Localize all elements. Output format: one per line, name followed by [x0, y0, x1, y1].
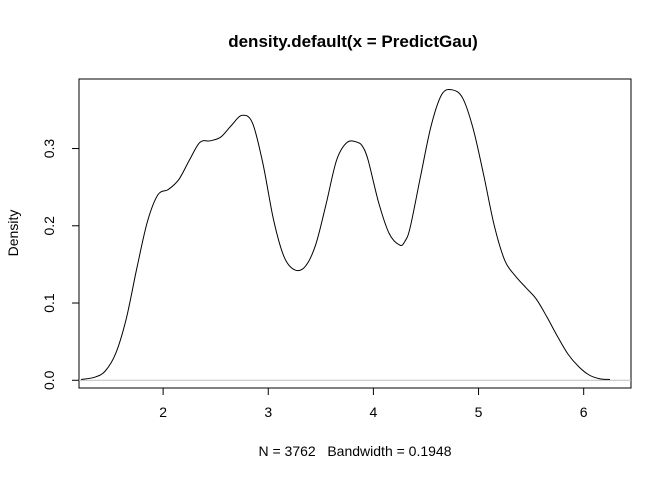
- x-tick-label: 2: [159, 404, 167, 420]
- axes: 2 3 4 5 6 0.0 0.1 0.2 0.3: [41, 139, 588, 420]
- y-tick-label: 0.1: [41, 293, 57, 313]
- y-tick-label: 0.0: [41, 370, 57, 390]
- plot-frame: [78, 78, 632, 389]
- chart-title: density.default(x = PredictGau): [228, 32, 478, 51]
- x-axis-label: N = 3762 Bandwidth = 0.1948: [258, 443, 451, 459]
- x-tick-label: 5: [475, 404, 483, 420]
- density-line: [81, 88, 611, 380]
- x-tick-label: 4: [370, 404, 378, 420]
- y-axis-label: Density: [5, 210, 21, 257]
- y-tick-label: 0.3: [41, 139, 57, 159]
- x-tick-label: 3: [264, 404, 272, 420]
- y-tick-label: 0.2: [41, 216, 57, 236]
- x-tick-label: 6: [580, 404, 588, 420]
